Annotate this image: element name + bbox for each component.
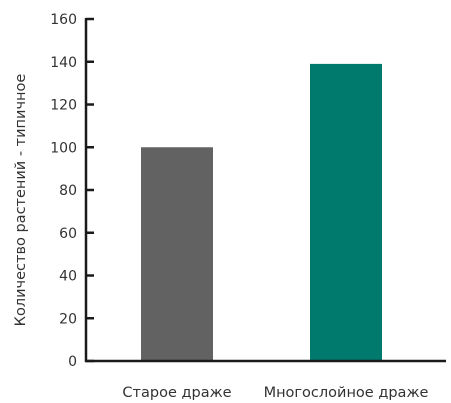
bars-group <box>141 63 382 361</box>
y-tick-label: 120 <box>50 98 77 114</box>
y-tick-label: 80 <box>59 183 77 199</box>
y-tick-label: 60 <box>59 226 77 242</box>
x-category-label: Многослойное драже <box>264 385 429 401</box>
x-category-label: Старое драже <box>122 385 231 401</box>
y-axis-title: Количество растений - типичное <box>13 74 29 327</box>
y-tick-label: 100 <box>50 140 77 156</box>
y-axis-ticks: 0 20 40 60 80 100 120 140 160 <box>50 12 94 370</box>
y-tick-label: 140 <box>50 55 77 71</box>
y-tick-label: 40 <box>59 269 77 285</box>
x-axis-labels: Старое драже Многослойное драже <box>122 385 428 401</box>
y-tick-label: 0 <box>68 354 77 370</box>
bar-1 <box>141 147 213 361</box>
y-tick-label: 160 <box>50 12 77 28</box>
bar-2 <box>310 63 382 361</box>
y-tick-label: 20 <box>59 311 77 327</box>
